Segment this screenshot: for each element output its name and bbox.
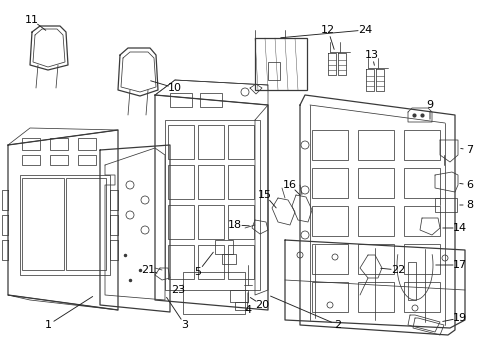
Bar xyxy=(357,244,393,274)
Text: 19: 19 xyxy=(452,313,466,323)
Text: 2: 2 xyxy=(334,320,341,330)
Bar xyxy=(267,62,280,80)
Bar xyxy=(403,130,439,160)
Text: 15: 15 xyxy=(258,190,271,200)
Bar xyxy=(22,155,40,165)
Bar xyxy=(198,165,224,199)
Bar xyxy=(222,254,236,264)
Bar xyxy=(227,165,253,199)
Text: 5: 5 xyxy=(194,267,201,277)
Bar xyxy=(403,244,439,274)
Bar xyxy=(357,130,393,160)
Text: 7: 7 xyxy=(466,145,472,155)
Bar xyxy=(227,125,253,159)
Text: 22: 22 xyxy=(390,265,404,275)
Bar xyxy=(170,93,192,107)
Text: 6: 6 xyxy=(466,180,472,190)
Bar xyxy=(235,302,246,310)
Bar xyxy=(227,245,253,279)
Bar xyxy=(311,130,347,160)
Bar xyxy=(311,206,347,236)
Text: 8: 8 xyxy=(466,200,472,210)
Bar xyxy=(50,155,68,165)
Text: 17: 17 xyxy=(452,260,466,270)
Bar xyxy=(164,120,260,290)
Bar xyxy=(357,168,393,198)
Bar xyxy=(20,175,110,275)
Bar xyxy=(22,138,40,150)
Text: 14: 14 xyxy=(452,223,466,233)
Text: 4: 4 xyxy=(244,305,251,315)
Text: 10: 10 xyxy=(168,83,182,93)
Bar xyxy=(311,282,347,312)
Bar xyxy=(407,262,415,300)
Bar xyxy=(311,168,347,198)
Bar xyxy=(183,272,244,314)
Bar xyxy=(357,282,393,312)
Bar xyxy=(311,244,347,274)
Text: 12: 12 xyxy=(320,25,334,35)
Bar xyxy=(22,178,64,270)
Bar xyxy=(78,138,96,150)
Bar xyxy=(198,245,224,279)
Bar xyxy=(403,168,439,198)
Text: 23: 23 xyxy=(171,285,184,295)
Bar xyxy=(254,38,306,90)
Bar xyxy=(168,125,194,159)
Bar xyxy=(78,155,96,165)
Bar xyxy=(168,205,194,239)
Bar xyxy=(357,206,393,236)
Text: 20: 20 xyxy=(254,300,268,310)
Bar xyxy=(168,245,194,279)
Text: 18: 18 xyxy=(227,220,242,230)
Bar xyxy=(50,138,68,150)
Bar xyxy=(434,198,456,212)
Bar xyxy=(403,206,439,236)
Bar xyxy=(200,93,222,107)
Text: 16: 16 xyxy=(283,180,296,190)
Text: 9: 9 xyxy=(426,100,433,110)
Text: 3: 3 xyxy=(181,320,188,330)
Bar xyxy=(215,240,232,254)
Text: 13: 13 xyxy=(364,50,378,60)
Bar xyxy=(227,205,253,239)
Bar xyxy=(168,165,194,199)
Text: 21: 21 xyxy=(141,265,155,275)
Bar xyxy=(229,290,247,302)
Bar xyxy=(66,178,106,270)
Text: 1: 1 xyxy=(44,320,51,330)
Bar xyxy=(198,125,224,159)
Text: 24: 24 xyxy=(357,25,371,35)
Bar xyxy=(403,282,439,312)
Text: 11: 11 xyxy=(25,15,39,25)
Bar xyxy=(198,205,224,239)
